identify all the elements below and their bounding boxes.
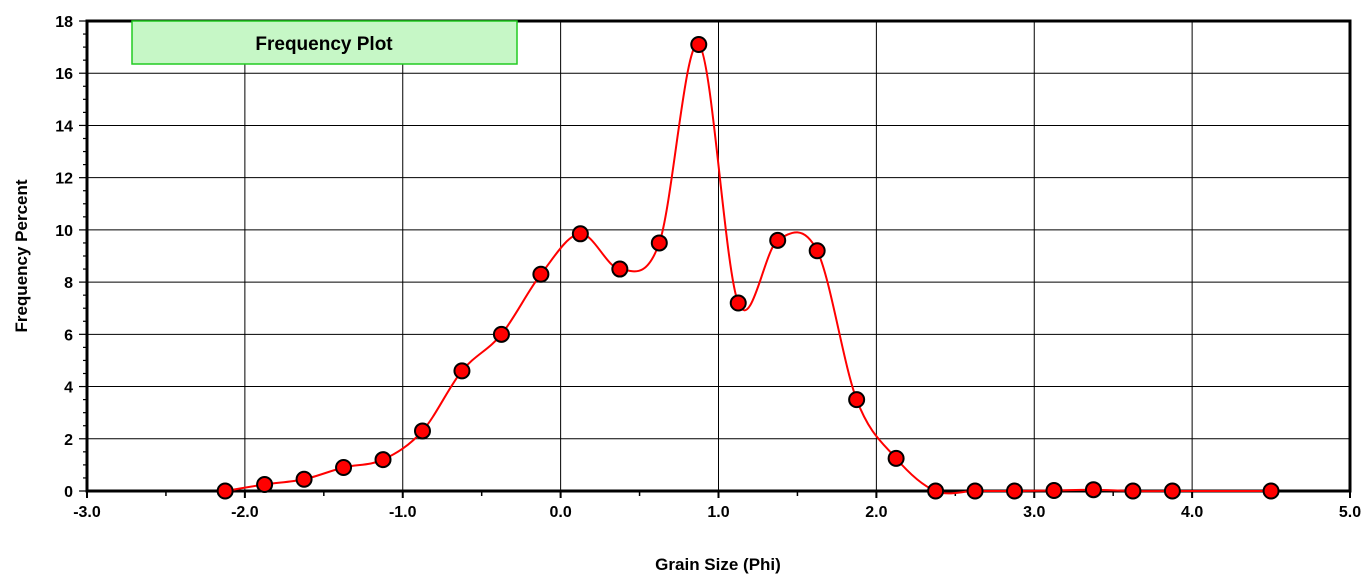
data-point	[808, 242, 826, 260]
data-point	[1006, 482, 1024, 500]
data-point	[1084, 481, 1102, 499]
data-point	[374, 451, 392, 469]
legend-box	[131, 20, 518, 65]
data-point	[848, 391, 866, 409]
grid-lines	[86, 21, 1351, 498]
data-point	[413, 422, 431, 440]
x-tick-label: 3.0	[1023, 504, 1045, 521]
plot-area-frame	[85, 19, 1352, 493]
data-point	[769, 231, 787, 249]
data-point	[690, 36, 708, 53]
data-point	[887, 449, 905, 467]
y-tick-labels: 0 2 4 6 8 10 12 14 16 18	[55, 14, 73, 501]
data-point	[295, 470, 313, 488]
data-point	[335, 459, 353, 476]
legend: Frequency Plot	[131, 20, 518, 65]
series-line	[224, 43, 1272, 495]
x-tick-label: -2.0	[231, 504, 259, 521]
y-tick-label: 12	[55, 171, 73, 188]
data-point	[256, 475, 274, 493]
data-point	[571, 225, 589, 243]
y-axis-title: Frequency Percent	[12, 179, 31, 332]
data-point	[453, 362, 471, 380]
data-point	[966, 482, 984, 500]
data-point	[927, 482, 945, 500]
data-point	[650, 234, 668, 252]
series-group	[216, 36, 1280, 500]
data-point	[1262, 482, 1280, 500]
x-axis-title: Grain Size (Phi)	[655, 555, 781, 574]
x-tick-label: -1.0	[389, 504, 417, 521]
x-tick-label: 0.0	[550, 504, 572, 521]
data-point	[532, 265, 550, 283]
data-point	[492, 325, 510, 343]
y-tick-label: 2	[64, 432, 73, 449]
data-point	[1124, 482, 1142, 500]
x-tick-label: -3.0	[73, 504, 101, 521]
y-tick-label: 18	[55, 14, 73, 31]
y-tick-label: 14	[55, 118, 73, 135]
data-point	[611, 260, 629, 278]
data-point	[1045, 481, 1063, 499]
x-tick-label: 1.0	[707, 504, 729, 521]
legend-label: Frequency Plot	[255, 34, 393, 55]
y-tick-label: 10	[55, 223, 73, 240]
x-tick-label: 2.0	[865, 504, 887, 521]
x-tick-label: 4.0	[1181, 504, 1203, 521]
y-tick-label: 8	[64, 275, 73, 292]
x-tick-labels: -3.0 -2.0 -1.0 0.0 1.0 2.0 3.0 4.0 5.0	[73, 504, 1361, 521]
y-tick-label: 16	[55, 66, 73, 83]
y-tick-label: 4	[64, 380, 73, 397]
data-point	[216, 482, 234, 500]
data-point	[729, 294, 747, 312]
minor-ticks	[79, 20, 1351, 496]
y-tick-label: 0	[64, 484, 73, 501]
data-point	[1163, 482, 1181, 500]
y-tick-label: 6	[64, 327, 73, 344]
x-tick-label: 5.0	[1339, 504, 1361, 521]
